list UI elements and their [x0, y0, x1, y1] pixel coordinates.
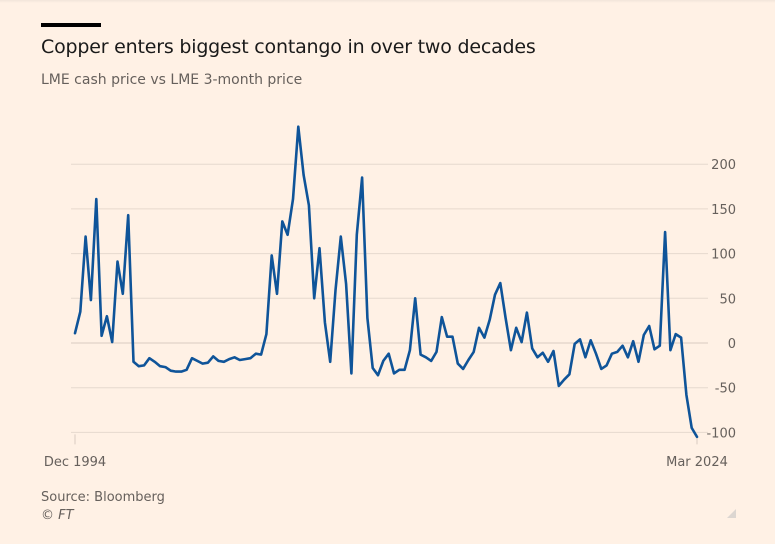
- top-edge: [0, 0, 775, 3]
- title-accent-bar: [41, 23, 101, 27]
- x-tick-label: Mar 2024: [666, 455, 728, 470]
- resize-handle-icon[interactable]: [727, 509, 736, 518]
- y-tick-label: -100: [706, 426, 736, 441]
- gridlines: [71, 163, 708, 433]
- copyright-note: © FT: [41, 508, 74, 523]
- y-tick-label: 0: [728, 337, 736, 352]
- y-tick-label: 100: [711, 248, 736, 263]
- y-tick-label: 150: [711, 203, 736, 218]
- x-axis-ticks: Dec 1994 Mar 2024: [44, 434, 728, 470]
- y-axis-ticks: 200 150 100 50 0 -50 -100: [706, 158, 736, 441]
- y-tick-label: 50: [719, 292, 736, 307]
- y-tick-label: 200: [711, 158, 736, 173]
- chart-subtitle: LME cash price vs LME 3-month price: [41, 72, 303, 88]
- y-tick-label: -50: [715, 382, 736, 397]
- source-note: Source: Bloomberg: [41, 490, 165, 505]
- x-tick-label: Dec 1994: [44, 455, 106, 470]
- chart-title: Copper enters biggest contango in over t…: [41, 36, 536, 58]
- series-line-0: [73, 125, 699, 439]
- series-layer: [73, 125, 699, 439]
